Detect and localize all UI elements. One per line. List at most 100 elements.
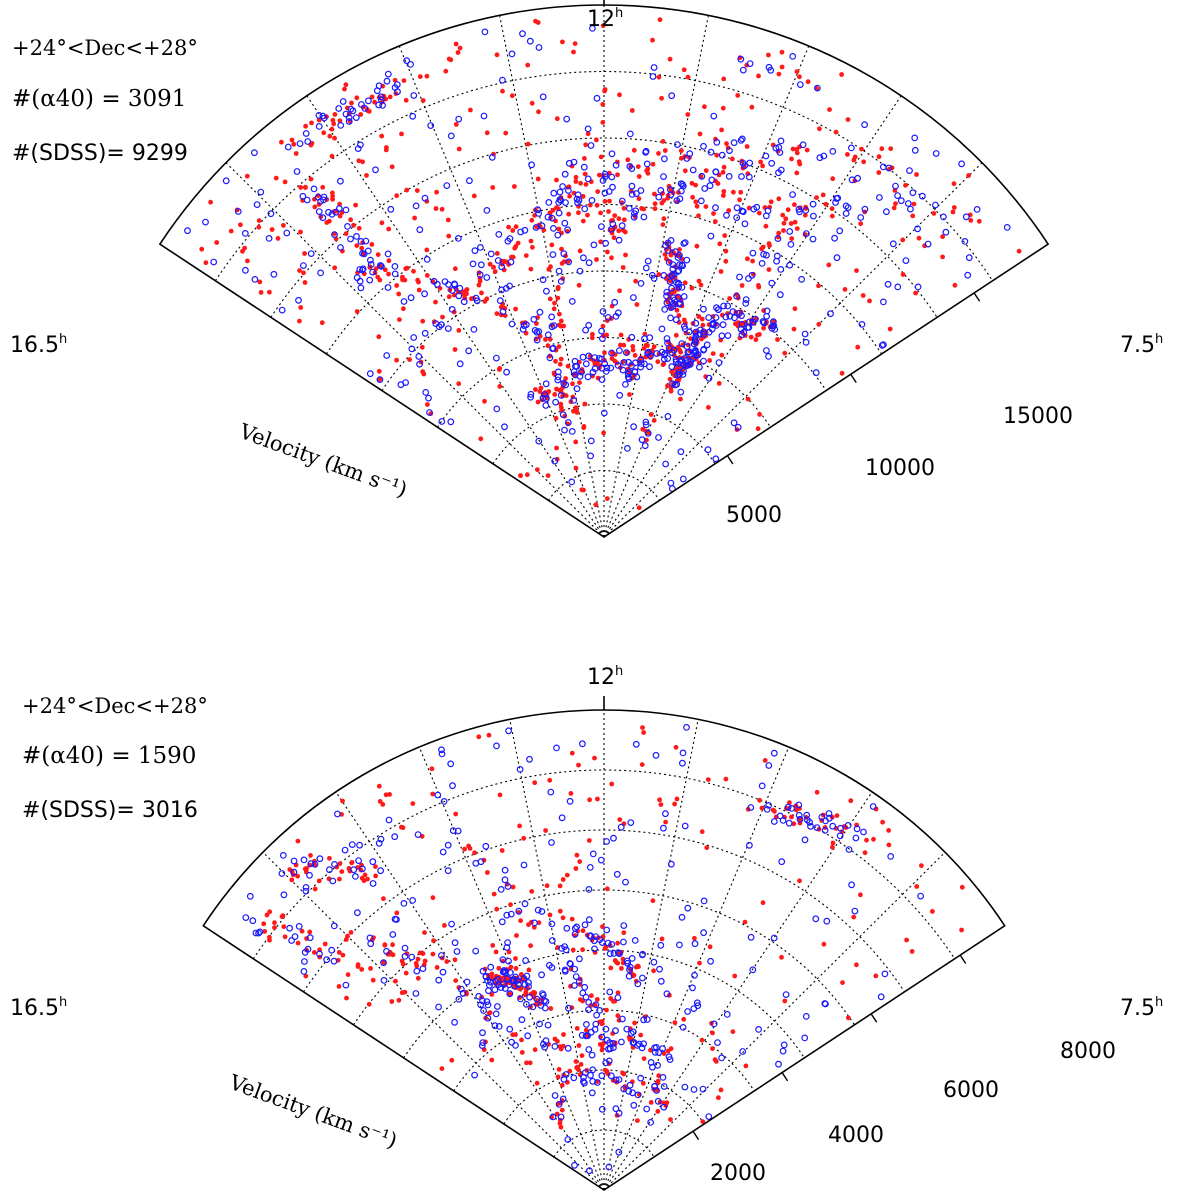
alpha40-point [295,296,302,304]
alpha40-point [315,122,323,130]
radial-tick-mark [850,373,857,384]
alpha40-point [354,145,362,153]
sdss-point [477,278,483,284]
alpha40-point [633,190,640,198]
sdss-point [718,269,724,274]
sdss-point [797,74,802,80]
sdss-point [573,405,579,410]
alpha40-point [501,876,509,884]
sdss-point [576,762,581,768]
alpha40-point [357,237,365,245]
sdss-point [621,205,627,211]
sdss-point [782,998,788,1004]
sdss-point [627,392,632,397]
alpha40-point [724,302,732,310]
alpha40-point [234,208,242,215]
sdss-point [558,356,564,362]
alpha40-point [649,1063,656,1071]
alpha40-point [738,135,746,143]
sdss-point [785,207,791,213]
sdss-point [425,402,430,407]
alpha40-point [777,137,785,145]
alpha40-point [746,159,754,167]
alpha40-point [643,1016,651,1023]
sdss-point [576,282,582,288]
sdss-point [611,999,616,1004]
alpha40-point [576,955,583,963]
alpha40-point [877,993,885,1001]
sdss-point [289,137,295,143]
alpha40-point [561,170,569,178]
alpha40-point [325,208,332,216]
alpha40-point [655,434,662,441]
sdss-point [381,896,386,902]
alpha40-point [574,199,581,207]
alpha40-point [770,934,778,942]
sdss-point [346,866,352,871]
alpha40-point [482,973,490,980]
alpha40-point [495,230,503,238]
sdss-point [710,1046,715,1051]
sdss-point [658,802,664,807]
alpha40-point [638,436,646,444]
alpha40-point [768,159,776,167]
alpha40-point [909,189,917,197]
sdss-point [279,139,284,145]
alpha40-point [257,188,265,196]
alpha40-point [801,1034,809,1042]
sdss-point [559,1107,565,1113]
sdss-point [858,221,864,227]
sdss-point [307,929,313,935]
sdss-point [571,408,576,414]
sdss-point [401,78,407,83]
alpha40-point [588,1089,596,1097]
alpha40-point [665,259,673,266]
sdss-point [319,320,325,326]
alpha40-point [810,212,817,220]
alpha40-point [542,402,550,409]
sdss-point [494,52,500,58]
alpha40-point [302,884,310,891]
sdss-point [630,347,636,353]
alpha40-point [591,354,599,362]
alpha40-point [421,194,429,202]
alpha40-point [584,175,592,183]
sdss-point [394,910,400,916]
sdss-point [354,95,360,101]
sdss-point [332,265,338,271]
alpha40-point [677,358,684,366]
alpha40-point [480,1007,488,1014]
alpha40-point [973,205,981,213]
sdss-point [497,792,503,798]
sdss-point [791,326,797,332]
alpha40-point [730,139,738,147]
sdss-point [851,914,857,920]
sdss-point [634,302,640,307]
sdss-point [351,222,356,228]
sdss-point [745,396,751,402]
sdss-point [344,995,349,1001]
alpha40-point [391,263,399,270]
sdss-point [407,357,412,362]
alpha40-point [691,971,698,979]
alpha40-point [573,385,581,393]
sdss-point [564,872,570,878]
sdss-point [823,201,829,207]
sdss-point [510,254,516,260]
sdss-point [467,846,473,851]
alpha40-point [642,421,650,429]
sdss-point [719,127,724,133]
sdss-point [641,346,647,351]
sdss-point [256,218,262,224]
sdss-point [337,861,343,866]
alpha40-point [539,93,547,101]
alpha40-point [607,1072,615,1080]
alpha40-point [575,978,583,985]
sdss-point [524,1060,529,1066]
alpha40-point [512,973,519,981]
alpha40-point [692,319,700,327]
alpha40-point [650,64,658,71]
sdss-point [402,989,408,995]
alpha40-point [628,190,636,198]
alpha40-point [578,368,585,376]
